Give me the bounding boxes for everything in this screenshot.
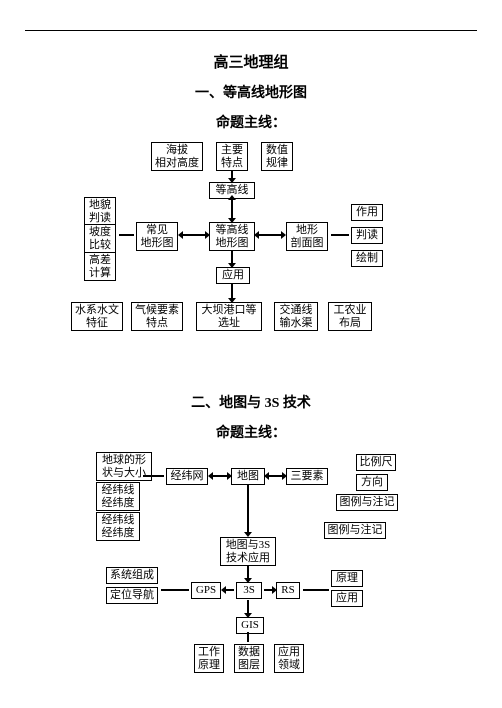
- node-3s: 3S: [236, 582, 262, 599]
- node-work: 工作 原理: [194, 644, 224, 673]
- node-direction: 方向: [356, 474, 388, 491]
- node-nav: 定位导航: [106, 587, 158, 604]
- section1-subheading: 命题主线：: [25, 112, 477, 132]
- node-data: 数据 图层: [234, 644, 264, 673]
- node-climate: 气候要素 特点: [131, 302, 183, 331]
- node-scale: 比例尺: [356, 454, 396, 471]
- node-application: 应用: [216, 267, 250, 284]
- node-dam: 大坝港口等 选址: [196, 302, 262, 331]
- node-3s-app: 地图与3S 技术应用: [220, 537, 276, 566]
- node-profile: 地形 剖面图: [286, 222, 328, 251]
- node-function: 作用: [351, 204, 383, 221]
- node-rs: RS: [276, 582, 300, 599]
- node-altitude: 海拔 相对高度: [151, 142, 203, 171]
- page: 高三地理组 一、等高线地形图 命题主线： 海拔 相对高度 主要 特点 数值 规律…: [0, 0, 502, 702]
- section2-subheading: 命题主线：: [25, 422, 477, 442]
- node-system: 系统组成: [106, 567, 158, 584]
- node-elements: 三要素: [286, 468, 328, 485]
- node-legend2: 图例与注记: [324, 522, 386, 539]
- node-principle: 原理: [331, 570, 363, 587]
- node-traffic: 交通线 输水渠: [274, 302, 318, 331]
- page-title: 高三地理组: [25, 51, 477, 72]
- top-rule: [25, 30, 477, 31]
- node-gis: GIS: [236, 617, 264, 634]
- node-legend: 图例与注记: [336, 494, 398, 511]
- node-common-map: 常见 地形图: [136, 222, 178, 251]
- node-map: 地图: [231, 468, 265, 485]
- node-domain: 应用 领域: [274, 644, 304, 673]
- node-app2: 应用: [331, 590, 363, 607]
- node-grid: 经纬网: [166, 468, 208, 485]
- node-features: 主要 特点: [216, 142, 248, 171]
- section1-heading: 一、等高线地形图: [25, 82, 477, 102]
- diagram-1: 海拔 相对高度 主要 特点 数值 规律 等高线 地貌 判读 坡度 比较 高差 计…: [36, 142, 466, 342]
- node-gps: GPS: [191, 582, 221, 599]
- diagram-2: 地球的形 状与大小 经纬线 经纬度 经纬线 经纬度 经纬网 地图 三要素 比例尺…: [36, 452, 466, 672]
- node-industry: 工农业 布局: [328, 302, 372, 331]
- node-height-diff: 高差 计算: [84, 252, 116, 281]
- node-slope: 坡度 比较: [84, 224, 116, 253]
- section2-heading: 二、地图与 3S 技术: [25, 392, 477, 412]
- node-draw: 绘制: [351, 250, 383, 267]
- node-rules: 数值 规律: [261, 142, 293, 171]
- node-lonlat2: 经纬线 经纬度: [96, 512, 140, 541]
- node-water: 水系水文 特征: [71, 302, 123, 331]
- node-contour-map: 等高线 地形图: [209, 222, 255, 251]
- node-read: 判读: [351, 227, 383, 244]
- node-lonlat: 经纬线 经纬度: [96, 482, 140, 511]
- node-landform-read: 地貌 判读: [84, 197, 116, 226]
